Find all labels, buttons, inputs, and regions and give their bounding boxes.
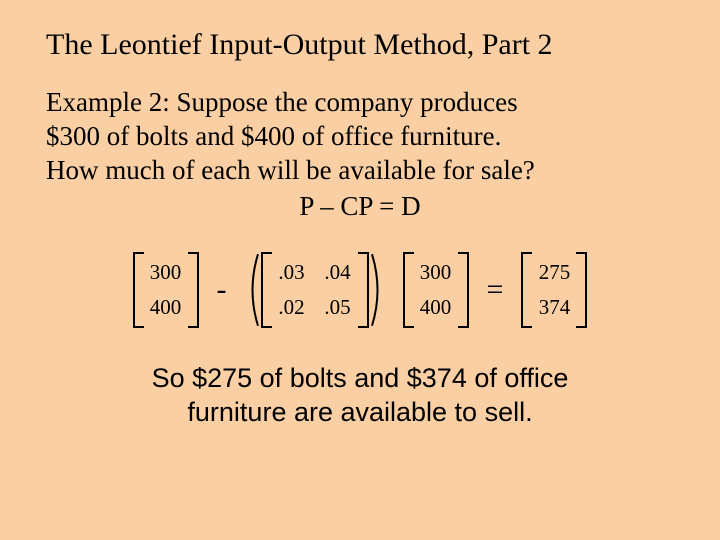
minus-operator: - — [217, 273, 227, 307]
paren-group: .03 .04 .02 .05 — [245, 252, 385, 328]
example-text: Example 2: Suppose the company produces … — [46, 86, 674, 187]
conclusion: So $275 of bolts and $374 of office furn… — [46, 362, 674, 430]
example-line: $300 of bolts and $400 of office furnitu… — [46, 120, 674, 154]
slide-title: The Leontief Input-Output Method, Part 2 — [46, 28, 674, 62]
paren-left-icon — [245, 252, 261, 328]
bracket-left-icon — [133, 252, 145, 328]
matrix-d: 275 374 — [521, 252, 587, 328]
slide: The Leontief Input-Output Method, Part 2… — [0, 0, 720, 430]
matrix-p2: 300 400 — [403, 252, 469, 328]
bracket-right-icon — [457, 252, 469, 328]
matrix-cell: 400 — [419, 295, 453, 320]
conclusion-line: furniture are available to sell. — [94, 396, 626, 430]
equation: P – CP = D — [46, 191, 674, 222]
matrix-cell: .04 — [323, 260, 353, 285]
bracket-right-icon — [575, 252, 587, 328]
bracket-left-icon — [261, 252, 273, 328]
conclusion-line: So $275 of bolts and $374 of office — [94, 362, 626, 396]
bracket-left-icon — [403, 252, 415, 328]
example-line: How much of each will be available for s… — [46, 154, 674, 188]
matrix-p: 300 400 — [133, 252, 199, 328]
bracket-left-icon — [521, 252, 533, 328]
matrix-equation: 300 400 - .03 .04 .02 .05 — [46, 252, 674, 328]
example-line: Example 2: Suppose the company produces — [46, 86, 674, 120]
matrix-cell: 300 — [419, 260, 453, 285]
matrix-cell: 400 — [149, 295, 183, 320]
matrix-cell: .03 — [277, 260, 307, 285]
equals-operator: = — [487, 273, 504, 307]
bracket-right-icon — [187, 252, 199, 328]
paren-right-icon — [369, 252, 385, 328]
matrix-c: .03 .04 .02 .05 — [261, 252, 369, 328]
matrix-cell: .02 — [277, 295, 307, 320]
matrix-cell: 300 — [149, 260, 183, 285]
matrix-cell: 275 — [537, 260, 571, 285]
bracket-right-icon — [357, 252, 369, 328]
matrix-cell: 374 — [537, 295, 571, 320]
matrix-cell: .05 — [323, 295, 353, 320]
